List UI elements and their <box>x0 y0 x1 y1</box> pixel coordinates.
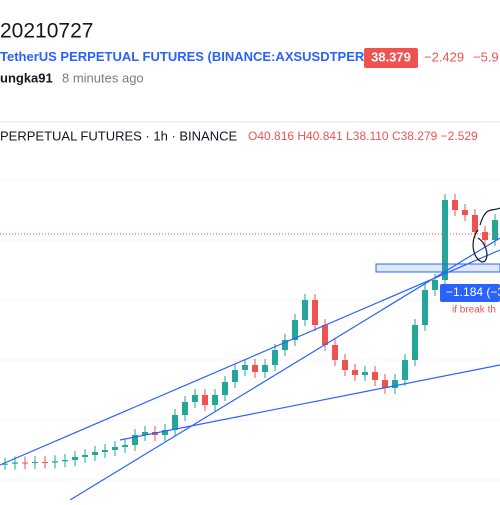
candle <box>282 340 288 350</box>
candle <box>202 395 208 405</box>
candle <box>352 370 358 375</box>
candle <box>442 200 448 280</box>
candle <box>372 372 378 380</box>
candle <box>432 280 438 290</box>
candle <box>22 462 28 464</box>
legend-name: PERPETUAL FUTURES · 1h · BINANCE <box>0 128 238 143</box>
candle <box>422 290 428 325</box>
candle <box>452 200 458 210</box>
candle <box>72 457 78 460</box>
candle <box>142 432 148 435</box>
candle <box>2 463 8 465</box>
candle <box>392 380 398 388</box>
candle <box>82 455 88 457</box>
candle <box>212 395 218 405</box>
drawing <box>472 207 500 263</box>
low: L38.110 <box>346 129 389 143</box>
candle <box>32 462 38 463</box>
time: 8 minutes ago <box>62 70 144 85</box>
note: if break th <box>452 305 496 316</box>
candle <box>492 220 498 240</box>
candle <box>272 350 278 365</box>
symbol-link[interactable]: BINANCE:AXSUSDTPERP <box>212 49 373 64</box>
change-pct: −5.9 <box>473 49 499 64</box>
trend-line <box>0 249 500 466</box>
candle <box>412 325 418 360</box>
candle <box>332 345 338 360</box>
candle <box>122 445 128 447</box>
candle <box>232 370 238 382</box>
candle <box>462 210 468 215</box>
zone-box <box>375 263 500 273</box>
candles <box>2 194 498 470</box>
candle <box>362 372 368 375</box>
candle <box>62 460 68 462</box>
candle <box>182 402 188 415</box>
high: H40.841 <box>297 129 343 143</box>
candle <box>92 452 98 455</box>
candle <box>402 360 408 380</box>
candle <box>342 360 348 370</box>
candle <box>162 430 168 435</box>
candle <box>302 300 308 320</box>
legend-change: −2.529 <box>441 129 478 143</box>
trend-line <box>69 237 500 501</box>
measure-label: −1.184 (−3 <box>446 285 500 299</box>
trend-line <box>119 364 500 441</box>
candle <box>112 447 118 450</box>
candle <box>52 461 58 463</box>
measure-box <box>440 284 500 302</box>
price-badge <box>364 48 418 68</box>
candle <box>192 395 198 402</box>
candle <box>12 462 18 464</box>
candle <box>172 415 178 430</box>
legend-ohlc: O40.816 H40.841 L38.110 C38.279 −2.529 <box>248 129 478 143</box>
candle <box>252 365 258 372</box>
candle <box>242 365 248 370</box>
author[interactable]: ungka91 <box>0 70 53 85</box>
candle <box>482 232 488 240</box>
idea-title: 20210727 <box>0 20 93 43</box>
candle <box>42 462 48 463</box>
candle <box>472 215 478 232</box>
close: C38.279 <box>392 129 438 143</box>
candle <box>262 365 268 372</box>
candle <box>292 320 298 340</box>
change: −2.429 <box>424 49 464 64</box>
symbol-line: TetherUS PERPETUAL FUTURES (BINANCE:AXSU… <box>0 49 377 64</box>
candle <box>102 450 108 452</box>
candle <box>312 300 318 325</box>
candle <box>322 325 328 345</box>
price: 38.379 <box>371 49 411 64</box>
open: O40.816 <box>248 129 294 143</box>
symbol-name: TetherUS PERPETUAL FUTURES ( <box>0 49 213 64</box>
candle <box>222 382 228 395</box>
candle <box>132 435 138 445</box>
candle <box>382 380 388 388</box>
